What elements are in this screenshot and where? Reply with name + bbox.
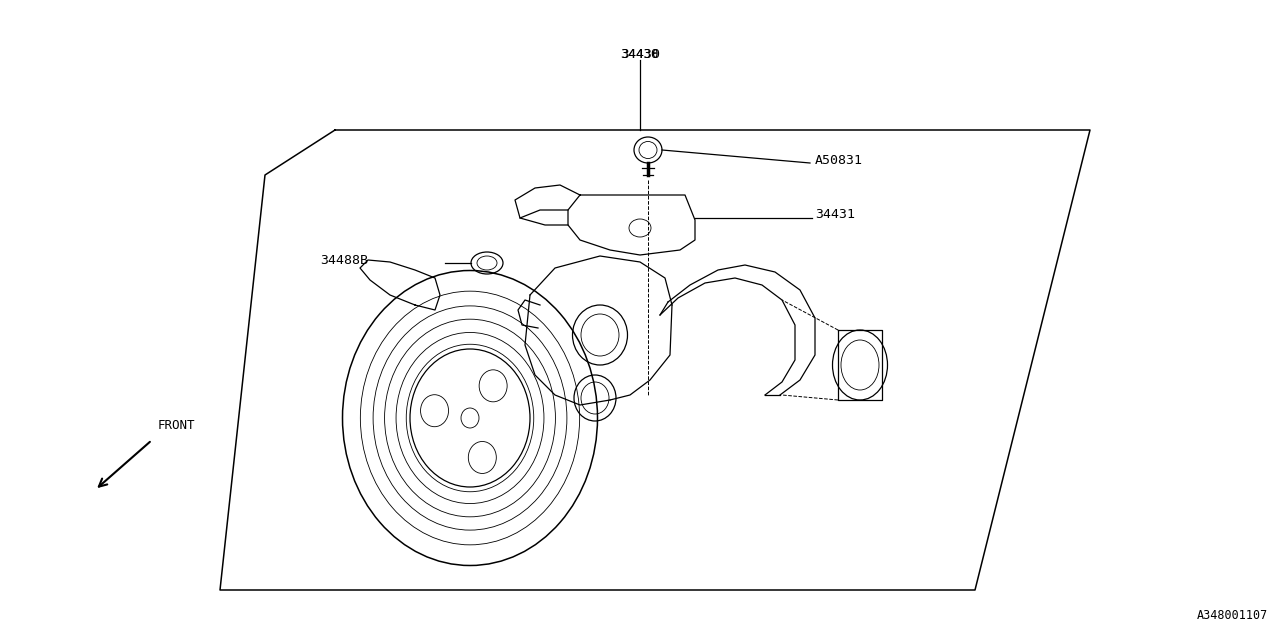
Text: FRONT: FRONT	[157, 419, 196, 432]
Text: A348001107: A348001107	[1197, 609, 1268, 622]
Text: A50831: A50831	[815, 154, 863, 166]
Text: 34431: 34431	[815, 209, 855, 221]
Text: 34430: 34430	[621, 48, 659, 61]
Text: 34430: 34430	[620, 48, 660, 61]
Text: 34488B: 34488B	[320, 253, 369, 266]
